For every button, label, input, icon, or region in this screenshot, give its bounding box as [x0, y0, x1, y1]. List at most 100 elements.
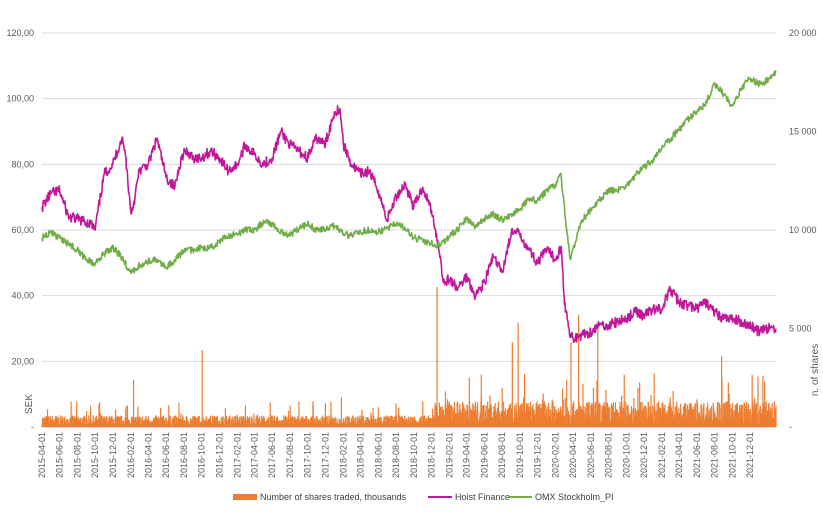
volume-bar: [335, 423, 337, 427]
volume-bar: [52, 418, 54, 427]
volume-bar: [344, 417, 347, 427]
volume-bar: [751, 374, 753, 427]
volume-bar: [332, 418, 335, 427]
volume-bar: [497, 401, 499, 427]
y-left-tick-label: 60,00: [11, 225, 34, 235]
volume-bar: [716, 401, 719, 427]
volume-bar: [212, 418, 215, 427]
volume-bar: [349, 422, 351, 427]
volume-bar: [428, 417, 430, 427]
volume-bar: [540, 408, 542, 427]
volume-bar: [278, 420, 280, 427]
volume-bar: [304, 419, 306, 427]
right-axis-ticks: - 5 000 10 000 15 000 20 000: [789, 28, 817, 432]
volume-bar: [82, 417, 84, 427]
volume-bar: [653, 373, 655, 427]
volume-bar: [84, 425, 86, 427]
volume-bar: [424, 421, 426, 427]
legend-label: Hoist Finance: [455, 492, 510, 502]
x-tick-label: 2020-10-01: [621, 432, 631, 478]
volume-bar: [108, 415, 111, 427]
volume-bar: [276, 416, 279, 427]
volume-bar: [247, 418, 249, 427]
volume-bar: [631, 409, 633, 427]
volume-bar: [58, 424, 60, 427]
volume-bar: [548, 402, 550, 427]
volume-bar: [210, 423, 213, 427]
volume-bar: [440, 406, 442, 427]
volume-bar: [147, 416, 149, 427]
volume-bar: [654, 406, 656, 427]
volume-bar: [302, 420, 304, 427]
volume-bar: [724, 402, 726, 427]
volume-bar: [131, 421, 133, 427]
volume-bar: [381, 424, 384, 427]
volume-bar: [770, 410, 772, 427]
y-left-tick-label: 80,00: [11, 159, 34, 169]
volume-bar: [572, 403, 574, 427]
volume-bar: [774, 408, 776, 427]
volume-bar: [119, 418, 121, 427]
volume-bar: [88, 421, 90, 427]
volume-bar: [62, 417, 64, 427]
volume-bar: [117, 417, 119, 427]
volume-bar: [398, 407, 400, 427]
volume-bar: [326, 416, 328, 427]
volume-bar: [666, 414, 668, 427]
volume-bar: [125, 406, 127, 427]
volume-bar: [410, 416, 412, 427]
volume-bar: [636, 410, 638, 427]
left-axis-ticks: - 20,00 40,00 60,00 80,00 100,00 120,00: [6, 28, 34, 432]
volume-bar: [455, 423, 457, 427]
x-tick-label: 2017-08-01: [285, 432, 295, 478]
volume-bar: [187, 420, 189, 427]
volume-bar: [705, 418, 707, 427]
volume-bar: [66, 425, 68, 427]
volume-bar: [558, 411, 561, 427]
volume-bar: [126, 405, 129, 427]
volume-bar: [330, 415, 333, 427]
legend: Number of shares traded, thousands Hoist …: [233, 492, 614, 502]
volume-bar: [611, 405, 613, 427]
volume-bar: [253, 419, 255, 427]
volume-bar: [387, 416, 390, 427]
volume-bar: [575, 423, 577, 427]
x-tick-label: 2021-06-01: [692, 432, 702, 478]
volume-bar: [605, 402, 607, 427]
volume-bar: [450, 421, 453, 427]
x-tick-label: 2019-10-01: [515, 432, 525, 478]
volume-bar: [357, 416, 359, 427]
volume-bar: [330, 401, 332, 427]
volume-bar: [245, 424, 247, 427]
volume-bar: [339, 423, 341, 427]
volume-bar: [554, 421, 556, 427]
volume-bar: [639, 402, 642, 427]
volume-bar: [637, 387, 639, 427]
volume-bar: [169, 421, 172, 427]
x-axis-ticks: 2015-04-01 2015-06-01 2015-08-01 2015-10-01…: [37, 432, 755, 478]
volume-bar: [121, 415, 123, 427]
volume-bar: [385, 415, 387, 427]
volume-bar: [522, 413, 524, 427]
volume-bar: [469, 423, 471, 427]
volume-bar: [175, 417, 178, 427]
volume-bar: [556, 412, 558, 427]
volume-bar: [733, 410, 736, 427]
volume-bar: [562, 416, 565, 427]
volume-bar: [426, 422, 428, 427]
volume-bar: [758, 423, 760, 427]
volume-bar: [711, 419, 713, 427]
volume-bar: [647, 402, 649, 427]
volume-bar: [757, 376, 759, 427]
volume-bar: [375, 423, 377, 427]
x-tick-label: 2015-08-01: [72, 432, 82, 478]
volume-bar: [528, 406, 530, 427]
volume-bar: [109, 423, 111, 427]
volume-bar: [173, 415, 176, 427]
volume-bar: [259, 425, 261, 427]
volume-bar: [422, 401, 424, 427]
volume-bar: [687, 413, 689, 427]
volume-bar: [69, 420, 71, 427]
volume-bar: [643, 407, 645, 427]
volume-bar: [190, 423, 192, 427]
